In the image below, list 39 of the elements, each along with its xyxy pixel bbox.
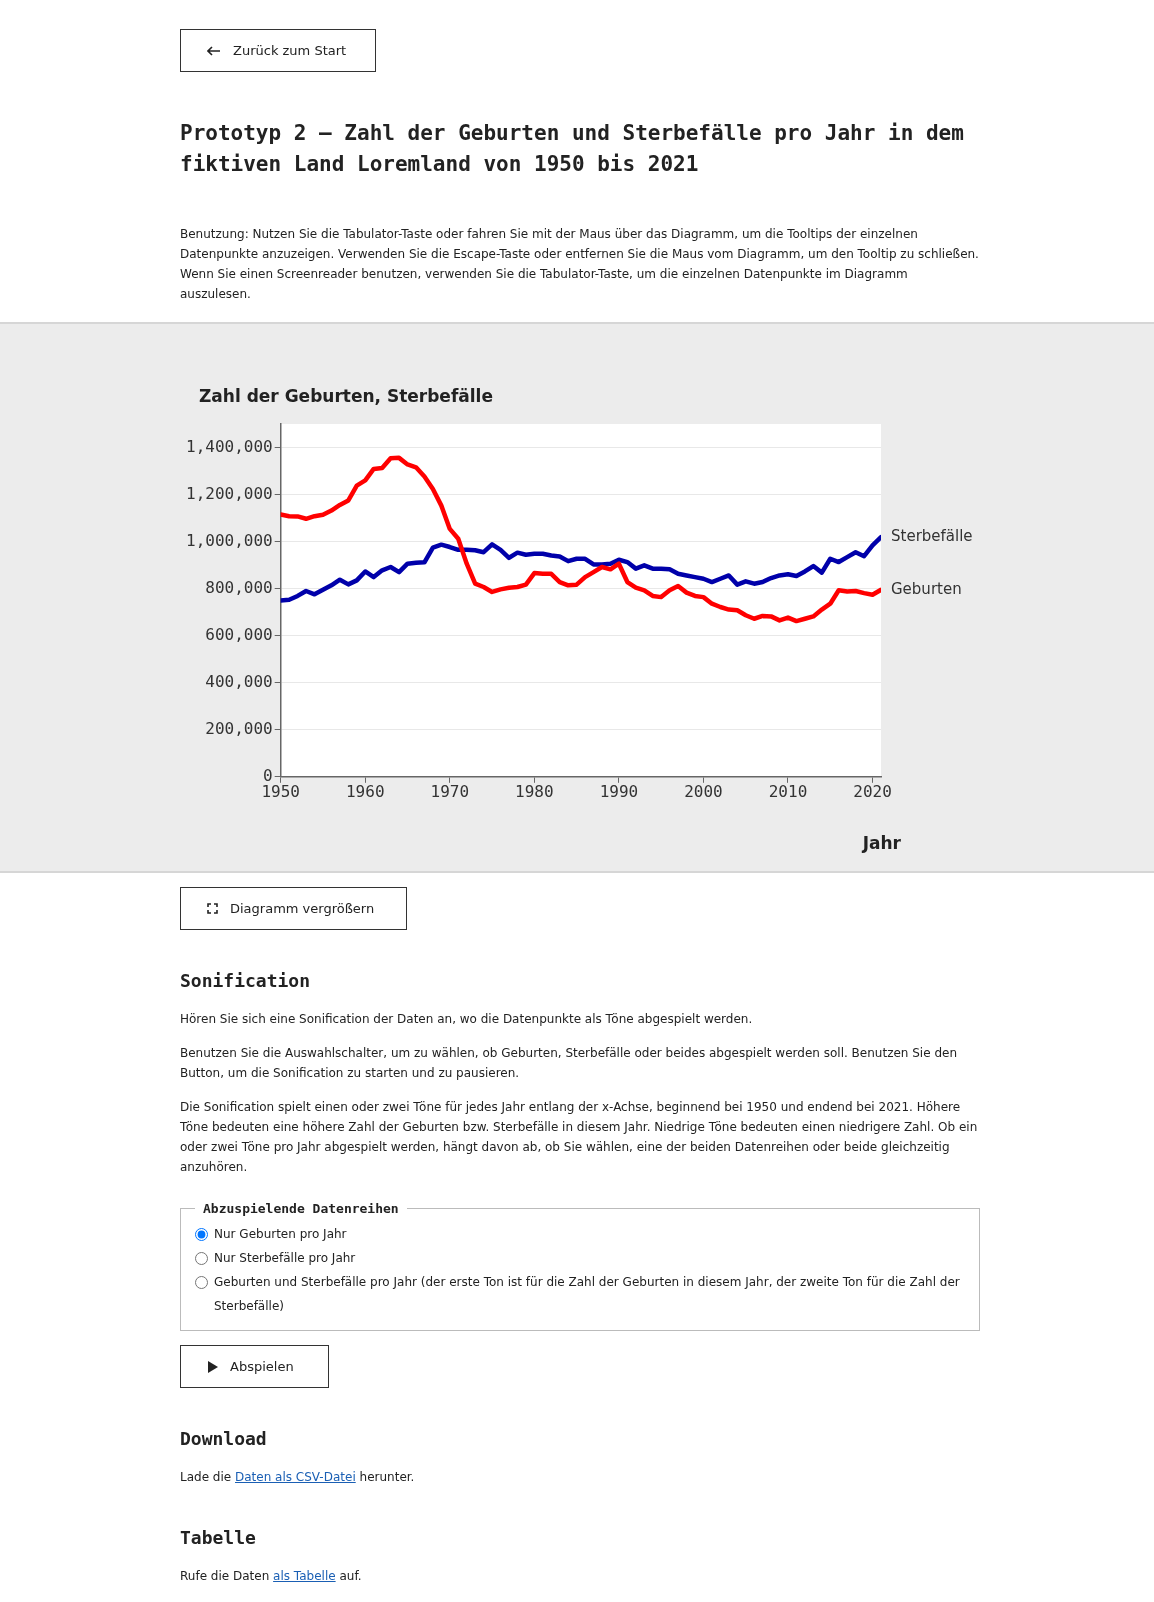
text: Rufe die Daten (180, 1569, 270, 1583)
x-axis-title: Jahr (861, 832, 902, 853)
text: auf. (339, 1569, 362, 1583)
text: Sonification (180, 970, 312, 991)
x-tick-label: 1960 (345, 781, 385, 801)
series-label: Geburten (891, 579, 962, 598)
y-tick-label: 600,000 (205, 624, 273, 644)
text: Lade die (180, 1470, 232, 1484)
text: Zurück zum Start (233, 43, 347, 58)
y-tick-label: 1,400,000 (185, 436, 273, 456)
text: Tabelle (180, 1527, 257, 1548)
y-tick-label: 1,000,000 (185, 530, 273, 550)
x-tick-label: 1990 (599, 781, 639, 801)
x-tick-label: 2020 (853, 781, 892, 801)
text: Download (180, 1428, 268, 1449)
text: Die Sonification spielt einen oder zwei Töne für jedes Jahr entlang der x-Achse, beginnend bei 1950 und endend bei 2021. Höhere Töne bedeuten eine höhere Zahl der Geburten bzw. Sterbefälle in diesem Jahr. Niedrige Töne bedeuten einen niedrigere Zahl. Ob ein oder zwei Töne pro Jahr abgespielt werden, hängt davon ab, ob Sie wählen, eine der beiden Datenreihen oder beide gleichzeitig anzuhören. (180, 1099, 979, 1176)
chart-title: Prototyp 2 — Zahl der Geburten und Sterbefälle pro Jahr in dem fiktiven Land Loremland von 1950 bis 2021 (180, 120, 965, 178)
y-tick-label: 200,000 (205, 718, 273, 738)
series-label: Sterbefälle (891, 527, 973, 546)
x-tick-label: 1980 (515, 781, 554, 801)
text: Geburten und Sterbefälle pro Jahr (der erste Ton ist für die Zahl der Geburten in diesem Jahr, der zweite Ton für die Zahl der Sterbefälle) (214, 1274, 961, 1315)
text: Abspielen (230, 1359, 294, 1374)
text: Hören Sie sich eine Sonification der Daten an, wo die Datenpunkte als Töne abgespielt werden. (180, 1011, 754, 1028)
y-tick-label: 400,000 (205, 671, 273, 691)
y-tick-label: 1,200,000 (185, 483, 273, 503)
text: Benutzen Sie die Auswahlschalter, um zu wählen, ob Geburten, Sterbefälle oder beides abgespielt werden soll. Benutzen Sie den Button, um die Sonification zu starten und zu pausieren. (180, 1045, 958, 1082)
text: Diagramm vergrößern (230, 901, 375, 916)
y-axis-title: Zahl der Geburten, Sterbefälle (199, 386, 493, 406)
text: als Tabelle (273, 1569, 336, 1583)
text: herunter. (359, 1470, 415, 1484)
y-tick-label: 800,000 (205, 577, 273, 597)
text: Daten als CSV-Datei (235, 1470, 356, 1484)
x-tick-label: 2010 (768, 781, 808, 801)
x-tick-label: 2000 (684, 781, 723, 801)
text: Nur Sterbefälle pro Jahr (214, 1250, 356, 1267)
x-tick-label: 1970 (430, 781, 470, 801)
text: Nur Geburten pro Jahr (214, 1226, 347, 1243)
text: Abzuspielende Datenreihen (202, 1201, 400, 1216)
chart-subtitle: Benutzung: Nutzen Sie die Tabulator-Taste oder fahren Sie mit der Maus über das Diagramm, um die Tooltips der einzelnen Datenpunkte anzuzeigen. Verwenden Sie die Escape-Taste oder entfernen Sie die Maus vom Diagramm, um den Tooltip zu schließen. Wenn Sie einen Screenreader benutzen, verwenden Sie die Tabulator-Taste, um die einzelnen Datenpunkte im Diagramm auszulesen. (180, 226, 980, 303)
